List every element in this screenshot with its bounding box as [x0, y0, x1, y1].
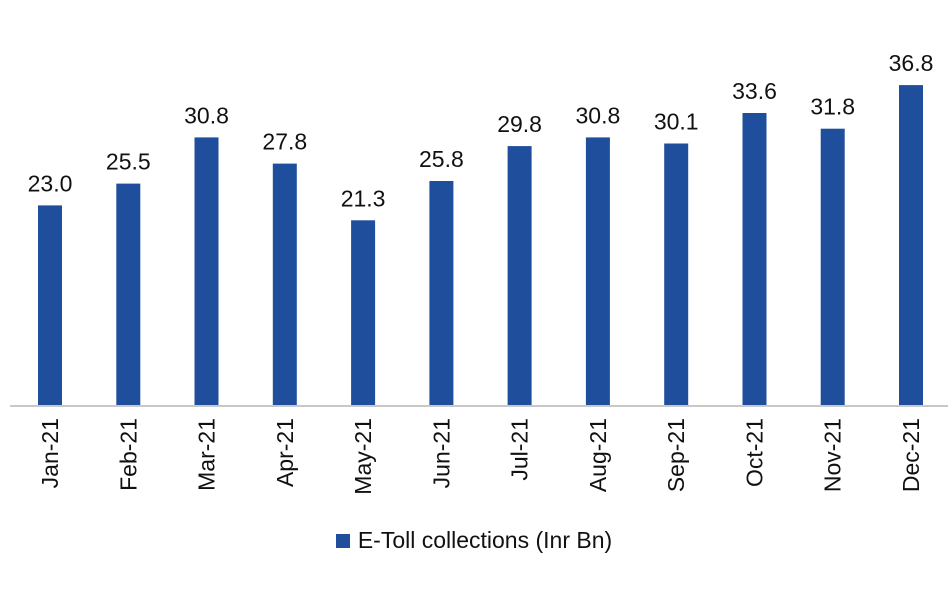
x-tick-label-oct-21: Oct-21: [742, 418, 768, 487]
bar-mar-21: [194, 137, 219, 406]
data-label-apr-21: 27.8: [262, 129, 307, 155]
x-tick-label-nov-21: Nov-21: [820, 418, 846, 492]
x-tick-labels-group: Jan-21 Feb-21 Mar-21 Apr-21 May-21 Jun-21 Jul-…: [37, 418, 924, 495]
bar-nov-21: [820, 128, 845, 406]
data-label-aug-21: 30.8: [576, 102, 621, 128]
data-label-feb-21: 25.5: [106, 149, 151, 175]
bar-oct-21: [742, 113, 767, 406]
x-tick-label-jan-21: Jan-21: [37, 418, 63, 488]
x-tick-label-sep-21: Sep-21: [663, 418, 689, 492]
bar-jun-21: [429, 181, 454, 406]
x-tick-label-jun-21: Jun-21: [428, 418, 454, 488]
data-label-dec-21: 36.8: [889, 50, 934, 76]
data-label-jan-21: 23.0: [28, 170, 73, 196]
x-tick-label-feb-21: Feb-21: [115, 418, 141, 491]
x-tick-label-dec-21: Dec-21: [898, 418, 924, 492]
x-tick-label-apr-21: Apr-21: [272, 418, 298, 487]
bars-group: [38, 85, 923, 406]
data-label-jun-21: 25.8: [419, 146, 464, 172]
data-label-nov-21: 31.8: [810, 94, 855, 120]
x-tick-label-aug-21: Aug-21: [585, 418, 611, 492]
x-tick-label-jul-21: Jul-21: [507, 418, 533, 481]
data-label-mar-21: 30.8: [184, 102, 229, 128]
data-label-oct-21: 33.6: [732, 78, 777, 104]
data-labels-group: 23.0 25.5 30.8 27.8 21.3 25.8 29.8 30.8 30.1 33.6…: [28, 50, 934, 211]
bar-jan-21: [38, 205, 62, 406]
bar-dec-21: [899, 85, 923, 406]
x-tick-label-mar-21: Mar-21: [194, 418, 220, 491]
bar-may-21: [351, 220, 376, 406]
bar-aug-21: [585, 137, 610, 406]
legend-label: E-Toll collections (Inr Bn): [357, 527, 613, 553]
data-label-may-21: 21.3: [341, 185, 386, 211]
data-label-jul-21: 29.8: [497, 111, 542, 137]
data-label-sep-21: 30.1: [654, 109, 699, 135]
x-tick-label-may-21: May-21: [350, 418, 376, 495]
bar-feb-21: [116, 183, 141, 406]
legend-swatch: [335, 533, 350, 548]
bar-apr-21: [272, 163, 297, 406]
legend: E-Toll collections (Inr Bn): [0, 527, 948, 554]
bar-jul-21: [507, 146, 532, 406]
bar-sep-21: [664, 143, 689, 406]
